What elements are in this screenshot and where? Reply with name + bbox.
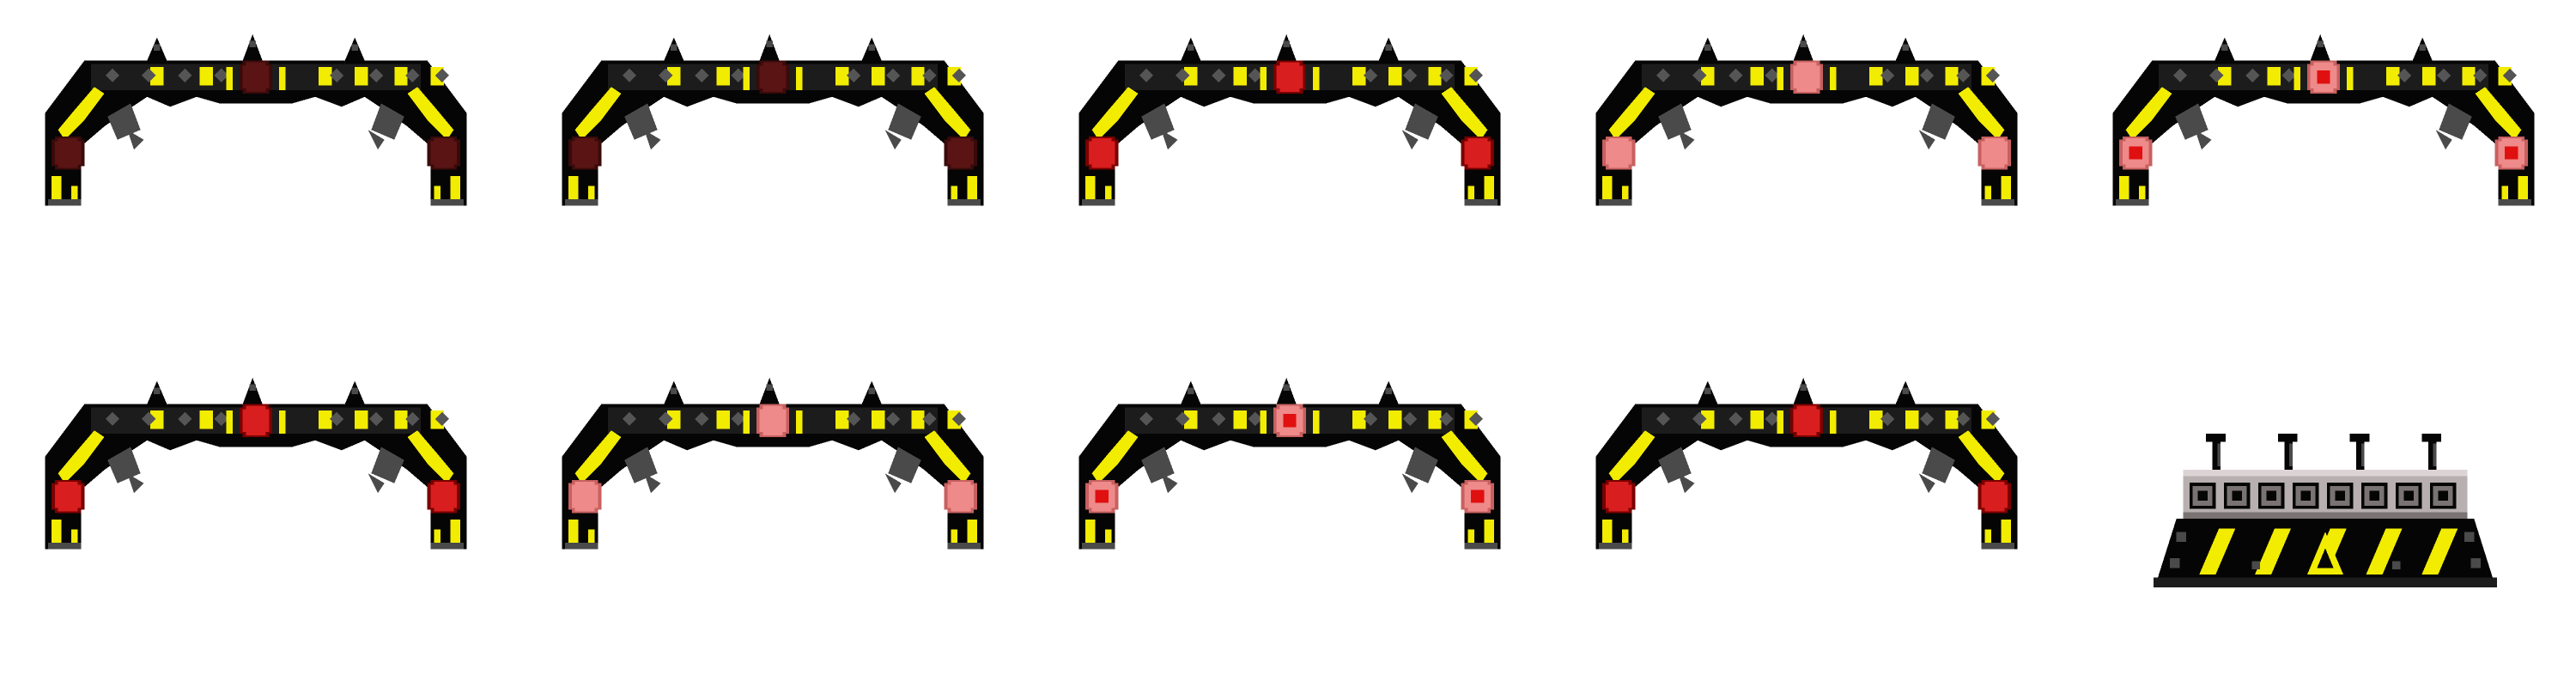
- left-lamp-icon: [1601, 136, 1636, 170]
- arch-gate-icon: [45, 377, 467, 550]
- arch-sprite-6: [41, 374, 471, 559]
- arch-gate-icon: [1078, 33, 1501, 206]
- machine-dial-icon: [2395, 483, 2422, 509]
- control-base-icon: [2154, 434, 2497, 591]
- center-lamp-icon: [756, 404, 790, 437]
- arch-sprite-8: [1075, 374, 1504, 559]
- right-lamp-icon: [2494, 136, 2529, 170]
- machine-dial-icon: [2429, 483, 2457, 509]
- arch-sprite-9: [1592, 374, 2021, 559]
- arch-sprite-4: [1592, 31, 2021, 216]
- center-lamp-icon: [239, 60, 273, 94]
- machine-dial-icon: [2292, 483, 2319, 509]
- arch-gate-icon: [562, 33, 984, 206]
- arch-gate-icon: [1595, 377, 2018, 550]
- machine-dial-icon: [2326, 483, 2354, 509]
- arch-gate-icon: [45, 33, 467, 206]
- arch-gate-icon: [1595, 33, 2018, 206]
- machine-dial-icon: [2257, 483, 2285, 509]
- machine-post-icon: [2277, 434, 2298, 470]
- center-lamp-icon: [1789, 60, 1824, 94]
- arch-sprite-5: [2109, 31, 2538, 216]
- arch-sprite-3: [1075, 31, 1504, 216]
- control-base-graphic: [2154, 434, 2497, 588]
- left-lamp-icon: [1084, 479, 1119, 514]
- right-lamp-icon: [1461, 479, 1495, 514]
- center-lamp-icon: [2306, 60, 2341, 94]
- arch-sprite-7: [558, 374, 987, 559]
- arch-sprite-1: [41, 31, 471, 216]
- arch-gate-icon: [2112, 33, 2535, 206]
- center-lamp-icon: [1789, 404, 1824, 437]
- left-lamp-icon: [1084, 136, 1119, 170]
- right-lamp-icon: [1978, 479, 2012, 514]
- right-lamp-icon: [427, 479, 461, 514]
- left-lamp-icon: [1601, 479, 1636, 514]
- center-lamp-icon: [1273, 60, 1307, 94]
- left-lamp-icon: [568, 136, 602, 170]
- arch-gate-icon: [1078, 377, 1501, 550]
- arch-gate-icon: [562, 377, 984, 550]
- machine-post-icon: [2205, 434, 2226, 470]
- right-lamp-icon: [1461, 136, 1495, 170]
- left-lamp-icon: [51, 479, 85, 514]
- machine-dial-icon: [2189, 483, 2216, 509]
- left-lamp-icon: [51, 136, 85, 170]
- machine-dial-icon: [2360, 483, 2388, 509]
- center-lamp-icon: [239, 404, 273, 437]
- center-lamp-icon: [1273, 404, 1307, 437]
- right-lamp-icon: [427, 136, 461, 170]
- left-lamp-icon: [2118, 136, 2153, 170]
- center-lamp-icon: [756, 60, 790, 94]
- arch-sprite-2: [558, 31, 987, 216]
- machine-dial-icon: [2223, 483, 2251, 509]
- machine-post-icon: [2349, 434, 2370, 470]
- machine-post-icon: [2421, 434, 2442, 470]
- right-lamp-icon: [1978, 136, 2012, 170]
- right-lamp-icon: [944, 136, 978, 170]
- right-lamp-icon: [944, 479, 978, 514]
- left-lamp-icon: [568, 479, 602, 514]
